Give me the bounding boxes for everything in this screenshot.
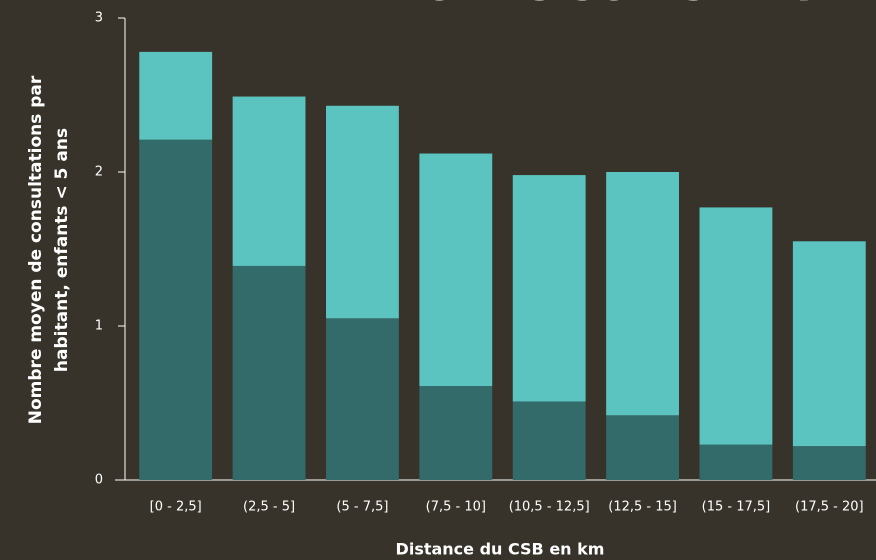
bar-segment [792, 241, 866, 447]
y-tick-label: 0 [95, 473, 103, 488]
bar-segment [512, 175, 586, 402]
bar-segment [139, 51, 213, 140]
x-tick-label: (15 - 17,5] [702, 500, 771, 515]
bar-segment [699, 444, 773, 480]
bar-segment [232, 265, 306, 480]
y-tick-label: 1 [95, 319, 103, 334]
bar-segment [232, 96, 306, 266]
x-tick-label: (2,5 - 5] [243, 500, 295, 515]
y-axis-label: Nombre moyen de consultations par [26, 75, 46, 424]
bar-segment [606, 172, 679, 416]
x-tick-label: (5 - 7,5] [336, 500, 388, 515]
bar-segment [792, 446, 866, 480]
bar-segment [606, 415, 679, 480]
x-tick-label: (17,5 - 20] [795, 500, 864, 515]
bar-segment [139, 139, 213, 480]
y-tick-label: 3 [95, 11, 103, 26]
y-axis-label: habitant, enfants < 5 ans [52, 128, 72, 372]
bar-segment [326, 318, 399, 480]
x-tick-label: (12,5 - 15] [608, 500, 677, 515]
bar-segment [512, 401, 586, 480]
y-tick-label: 2 [95, 165, 103, 180]
x-tick-label: (10,5 - 12,5] [509, 500, 590, 515]
x-tick-label: [0 - 2,5] [150, 500, 202, 515]
x-axis-label: Distance du CSB en km [396, 540, 605, 559]
x-tick-label: (7,5 - 10] [426, 500, 486, 515]
bar-segment [419, 386, 493, 480]
bar-segment [419, 153, 493, 387]
bar-segment [326, 105, 399, 319]
bar-segment [699, 207, 773, 445]
chart-title: AVEC DES SOINS DE PR [335, 0, 857, 10]
